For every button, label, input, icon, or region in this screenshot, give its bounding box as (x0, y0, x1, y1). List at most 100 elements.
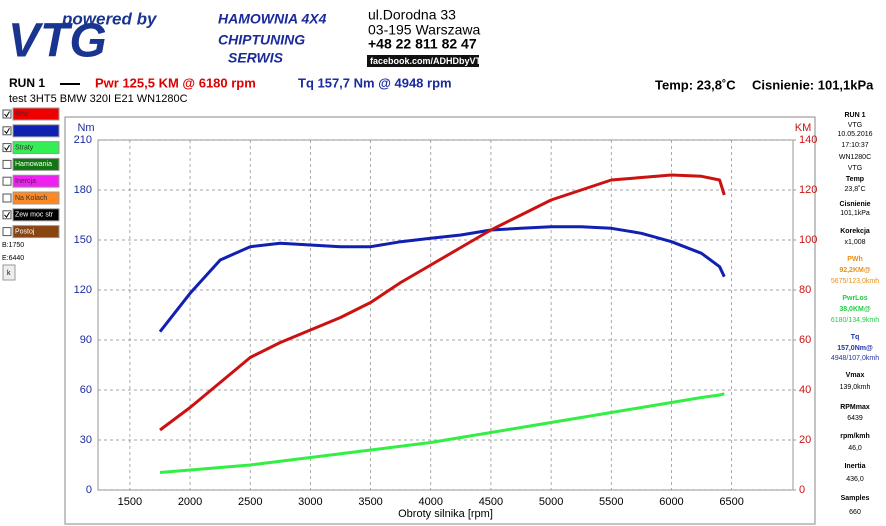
series-swatch (12, 174, 60, 188)
y2-tick-label: 100 (799, 234, 817, 246)
company-line: CHIPTUNING (218, 32, 305, 48)
info-item: 139,0kmh (840, 384, 871, 391)
series-swatch (12, 208, 60, 222)
series-swatch (12, 141, 60, 155)
logo-top: powered by (61, 9, 158, 28)
y2-tick-label: 20 (799, 434, 811, 446)
y2-tick-label: 80 (799, 284, 811, 296)
logo: VTG (8, 15, 107, 68)
series-toggle-label: Zew moc str (15, 212, 54, 219)
info-item: Inertia (844, 463, 865, 470)
x-tick-label: 2000 (178, 496, 202, 508)
info-item: WN1280C (839, 154, 871, 161)
series-toggle-label: Moc (15, 111, 29, 118)
y-tick-label: 120 (74, 284, 92, 296)
x-tick-label: 4500 (479, 496, 503, 508)
info-item: 101,1kPa (840, 210, 870, 217)
facebook-box (367, 55, 479, 67)
plot-area (97, 139, 794, 491)
chart-frame (64, 116, 816, 525)
y-tick-label: 0 (86, 484, 92, 496)
series-swatch (12, 107, 60, 121)
info-item: 17:10:37 (841, 142, 868, 149)
info-item: 6439 (847, 415, 863, 422)
info-item: Samples (841, 495, 870, 502)
info-item: Cisnienie (839, 201, 870, 208)
address-line: ul.Dorodna 33 (368, 7, 456, 23)
info-item: VTG (848, 122, 862, 129)
series-swatch (12, 124, 60, 138)
test-name: test 3HT5 BMW 320I E21 WN1280C (9, 93, 188, 105)
series-swatch (12, 225, 60, 239)
x-tick-label: 6000 (659, 496, 683, 508)
checkbox[interactable] (2, 126, 12, 136)
x-tick-label: 3500 (358, 496, 382, 508)
checkbox[interactable] (2, 210, 12, 220)
temp: Temp: 23,8˚C (655, 77, 736, 92)
company-line: SERWIS (228, 50, 284, 66)
info-item: Tq (851, 334, 860, 341)
x-tick-label: 3000 (298, 496, 322, 508)
y2-tick-label: 0 (799, 484, 805, 496)
info-item: 6180/134,9kmh (831, 317, 879, 324)
begin-rpm: B:1750 (2, 242, 24, 249)
info-item: Temp (846, 176, 864, 183)
pressure: Cisnienie: 101,1kPa (752, 77, 874, 92)
checkbox[interactable] (2, 143, 12, 153)
series-line (159, 392, 725, 474)
check-mark (4, 111, 10, 118)
y2-tick-label: 60 (799, 334, 811, 346)
check-mark (4, 144, 10, 151)
y2-tick-label: 40 (799, 384, 811, 396)
x-tick-label: 1500 (118, 496, 142, 508)
info-item: 5675/123,0kmh (831, 278, 879, 285)
y2-tick-label: 120 (799, 184, 817, 196)
info-item: RUN 1 (844, 112, 865, 119)
info-item: 46,0 (848, 445, 862, 452)
run: RUN 1 (9, 76, 45, 90)
facebook: facebook.com/ADHDbyVTG (370, 56, 488, 66)
series-toggle-label: Hamowania (15, 161, 52, 168)
address-line: 03-195 Warszawa (368, 22, 481, 38)
info-item: x1,008 (844, 239, 865, 246)
address-line: +48 22 811 82 47 (368, 36, 477, 52)
series-toggle-label: Postoj (15, 228, 35, 235)
series-swatch (12, 191, 60, 205)
y2-tick-label: 140 (799, 134, 817, 146)
y-tick-label: 150 (74, 234, 92, 246)
pwr: Pwr 125,5 KM @ 6180 rpm (95, 75, 256, 90)
info-item: 660 (849, 509, 861, 516)
checkbox[interactable] (2, 227, 12, 237)
info-item: VTG (848, 165, 862, 172)
series-toggle-label: Straty (15, 144, 34, 151)
series-toggle-label: Na Kolach (15, 195, 47, 202)
info-item: 4948/107,0kmh (831, 355, 879, 362)
info-item: 23,8˚C (844, 185, 865, 193)
y-tick-label: 210 (74, 134, 92, 146)
y-tick-label: 90 (80, 334, 92, 346)
x-axis-label: Obroty silnika [rpm] (398, 508, 493, 520)
y-tick-label: 30 (80, 434, 92, 446)
info-item: 38,0KM@ (839, 306, 871, 313)
checkbox[interactable] (2, 109, 12, 119)
x-tick-label: 4000 (419, 496, 443, 508)
info-item: RPMmax (840, 404, 870, 411)
info-item: 92,2KM@ (839, 267, 871, 274)
k-button-label[interactable]: k (7, 270, 11, 277)
checkbox[interactable] (2, 193, 12, 203)
checkbox[interactable] (2, 176, 12, 186)
checkbox[interactable] (2, 159, 12, 169)
x-tick-label: 6500 (719, 496, 743, 508)
info-item: PWh (847, 256, 863, 263)
k-button[interactable] (2, 264, 16, 281)
series-swatch (12, 157, 60, 171)
x-tick-label: 5500 (599, 496, 623, 508)
info-item: PwrLos (842, 295, 867, 302)
info-item: 10.05.2016 (837, 131, 872, 138)
info-item: Korekcja (840, 228, 870, 235)
y-tick-label: 60 (80, 384, 92, 396)
y-axis-label: Nm (77, 122, 94, 134)
check-mark (4, 212, 10, 219)
series-toggle-label: Inercja (15, 178, 36, 185)
